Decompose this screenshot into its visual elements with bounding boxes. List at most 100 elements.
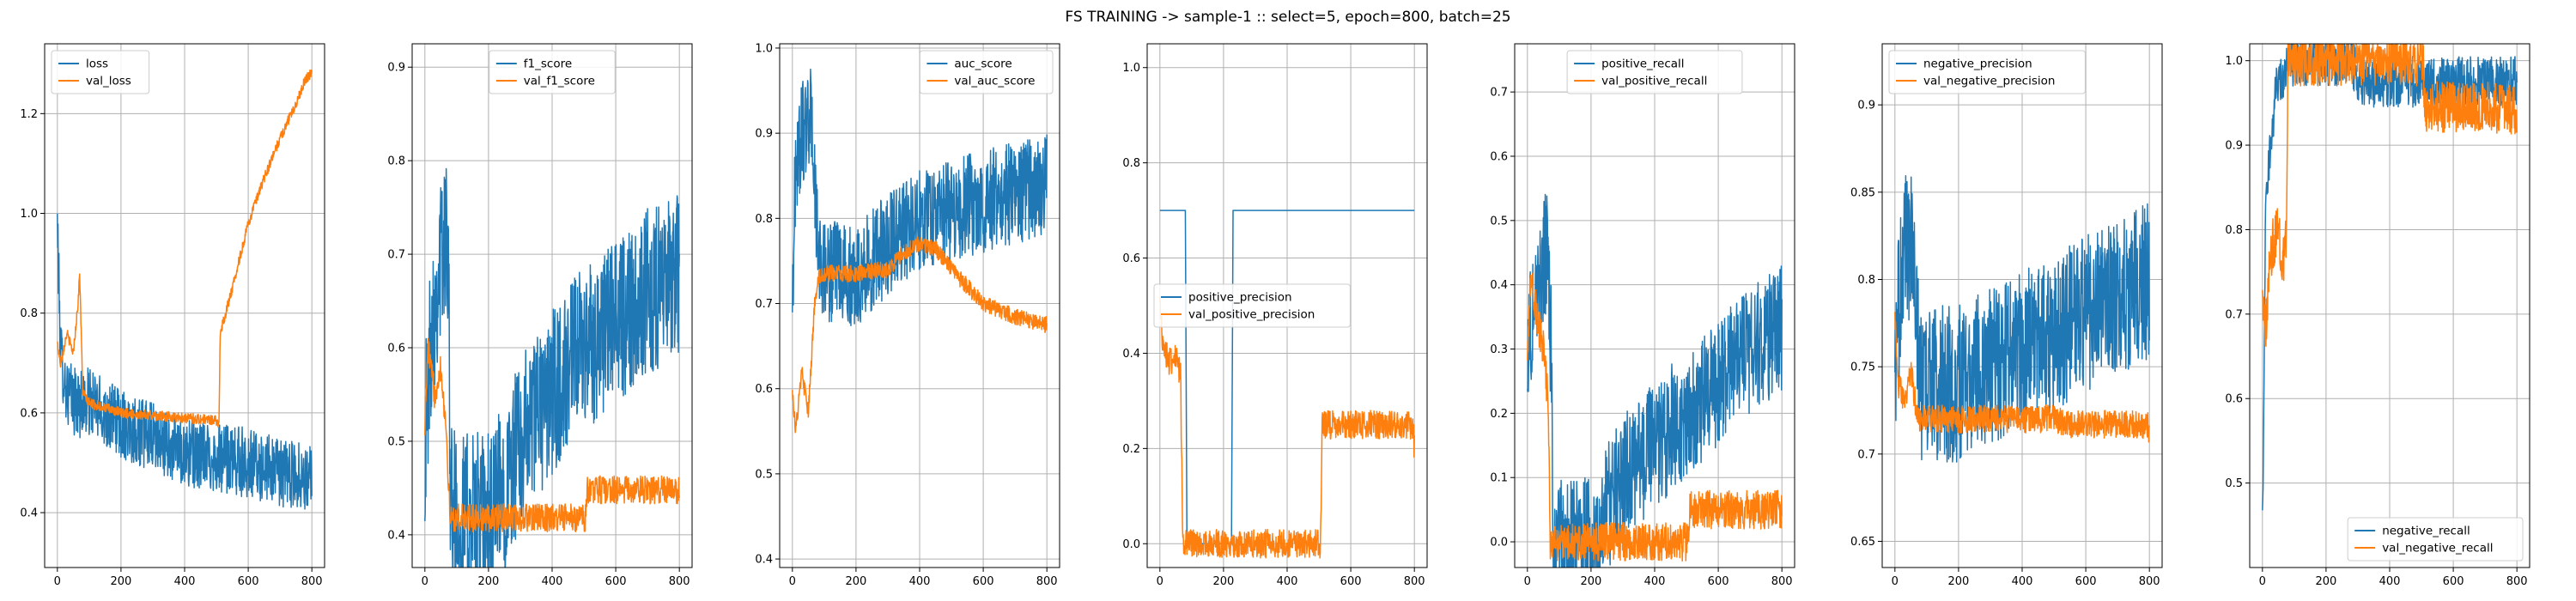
series-line-auc_score (792, 68, 1048, 326)
legend-box (1153, 283, 1351, 328)
legend-label: loss (86, 58, 108, 71)
x-tick-label: 800 (1036, 575, 1058, 588)
axes-frame (44, 43, 325, 568)
y-tick-label: 0.4 (387, 529, 405, 542)
y-tick-label: 1.0 (20, 208, 38, 221)
subplot-5: 0 200 400 600 800 0.0 0.1 0.2 0.3 0.4 0.5 0.6 0.7 pos… (1490, 43, 1795, 588)
y-tick-label: 0.7 (2225, 308, 2243, 321)
series-line-positive_recall (1527, 193, 1783, 568)
x-tick-label: 200 (477, 575, 499, 588)
legend-label: val_f1_score (524, 75, 595, 88)
series-line-val_negative_precision (1894, 312, 2150, 443)
y-tick-label: 0.6 (20, 407, 38, 420)
legend-label: positive_recall (1601, 58, 1684, 71)
y-tick-label: 0.4 (20, 507, 38, 520)
x-tick-label: 400 (1277, 575, 1298, 588)
legend-box (2347, 517, 2524, 562)
series-line-val_auc_score (792, 236, 1048, 434)
legend: positive_recall val_positive_recall (1566, 50, 1743, 94)
legend: auc_score val_auc_score (919, 50, 1054, 94)
y-tick-label: 0.6 (755, 383, 773, 396)
legend-label: negative_recall (2382, 525, 2470, 538)
subplot-1: 0 200 400 600 800 0.4 0.6 0.8 1.0 1.2 loss val_loss (20, 43, 325, 588)
y-tick-label: 0.8 (387, 155, 405, 168)
series-line-val_positive_recall (1527, 272, 1783, 562)
x-tick-label: 800 (2506, 575, 2528, 588)
y-tick-label: 0.6 (2225, 393, 2243, 406)
y-tick-label: 0.5 (755, 468, 773, 481)
series-line-val_negative_recall (2262, 44, 2518, 348)
series-line-f1_score (424, 167, 680, 568)
y-tick-label: 0.8 (1122, 157, 1140, 170)
legend-label: val_auc_score (954, 75, 1035, 88)
y-tick-label: 0.0 (1122, 538, 1140, 551)
x-tick-label: 0 (422, 575, 428, 588)
legend-label: auc_score (954, 58, 1012, 71)
x-tick-label: 600 (2075, 575, 2097, 588)
x-tick-label: 0 (1157, 575, 1163, 588)
x-tick-label: 0 (54, 575, 61, 588)
x-tick-label: 600 (1708, 575, 1729, 588)
axes-frame (411, 43, 693, 568)
y-tick-label: 0.9 (755, 128, 773, 141)
x-tick-label: 800 (669, 575, 690, 588)
x-tick-label: 200 (110, 575, 131, 588)
series-line-val_loss (57, 69, 313, 428)
x-tick-label: 600 (973, 575, 994, 588)
subplot-3: 0 200 400 600 800 0.4 0.5 0.6 0.7 0.8 0.9 1.0 auc_sc… (755, 42, 1060, 588)
y-tick-label: 0.8 (2225, 224, 2243, 237)
legend-label: val_negative_recall (2382, 542, 2493, 555)
axes-frame (1146, 43, 1428, 568)
y-tick-label: 0.85 (1850, 186, 1875, 199)
y-tick-label: 0.7 (1490, 87, 1508, 100)
subplot-6: 0 200 400 600 800 0.65 0.7 0.75 0.8 0.85 0.9 negati… (1850, 43, 2163, 588)
legend-box (919, 50, 1054, 94)
y-tick-label: 0.4 (1122, 348, 1140, 361)
x-tick-label: 200 (1580, 575, 1601, 588)
legend-box (1566, 50, 1743, 94)
x-tick-label: 600 (1340, 575, 1362, 588)
subplot-7: 0 200 400 600 800 0.5 0.6 0.7 0.8 0.9 1.0 negative_… (2225, 43, 2530, 588)
series-line-val_f1_score (424, 337, 680, 533)
x-tick-label: 800 (2139, 575, 2160, 588)
y-tick-label: 0.9 (387, 62, 405, 75)
y-tick-label: 0.9 (1857, 100, 1875, 112)
x-tick-label: 600 (238, 575, 259, 588)
y-tick-label: 0.65 (1850, 536, 1875, 549)
y-tick-label: 1.0 (1122, 62, 1140, 75)
y-tick-label: 0.75 (1850, 361, 1875, 374)
legend-label: negative_precision (1923, 58, 2032, 71)
y-tick-label: 0.1 (1490, 472, 1508, 485)
y-tick-label: 0.6 (1122, 252, 1140, 265)
y-tick-label: 0.9 (2225, 140, 2243, 153)
x-tick-label: 0 (1892, 575, 1899, 588)
axes-frame (2249, 43, 2530, 568)
legend-label: val_loss (86, 75, 131, 88)
subplot-4: 0 200 400 600 800 0.0 0.2 0.4 0.6 0.8 1.0 positive_… (1122, 43, 1428, 588)
legend-label: f1_score (524, 58, 572, 71)
axes-frame (779, 43, 1060, 568)
y-tick-label: 0.4 (755, 554, 773, 567)
legend-box (51, 50, 150, 94)
x-tick-label: 0 (1524, 575, 1531, 588)
x-tick-label: 400 (1644, 575, 1666, 588)
axes-frame (1514, 43, 1795, 568)
x-tick-label: 400 (174, 575, 196, 588)
y-tick-label: 0.3 (1490, 343, 1508, 356)
legend-box (489, 50, 616, 94)
legend-label: positive_precision (1188, 291, 1292, 305)
y-tick-label: 0.5 (2225, 477, 2243, 490)
x-tick-label: 400 (909, 575, 931, 588)
y-tick-label: 0.2 (1122, 443, 1140, 456)
legend-label: val_negative_precision (1923, 75, 2055, 88)
legend: negative_precision val_negative_precision (1888, 50, 2086, 94)
x-tick-label: 800 (1771, 575, 1793, 588)
y-tick-label: 0.7 (387, 249, 405, 262)
y-tick-label: 0.4 (1490, 279, 1508, 292)
x-tick-label: 800 (1404, 575, 1425, 588)
y-tick-label: 0.7 (1857, 448, 1875, 461)
legend: f1_score val_f1_score (489, 50, 616, 94)
series-line-val_positive_precision (1159, 296, 1415, 559)
y-tick-label: 0.0 (1490, 537, 1508, 549)
x-tick-label: 0 (2259, 575, 2266, 588)
